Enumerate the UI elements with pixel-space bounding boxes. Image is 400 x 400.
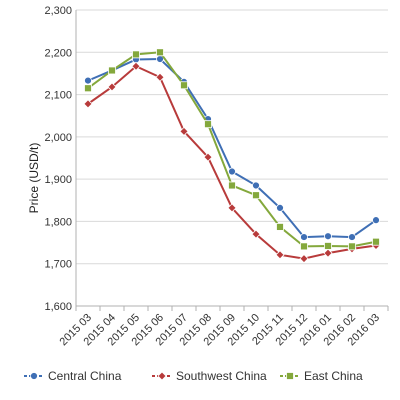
- data-point: [179, 126, 189, 136]
- data-point: [300, 233, 308, 241]
- axes: [75, 10, 389, 311]
- data-point: [157, 371, 167, 381]
- data-point: [372, 237, 380, 246]
- y-tick-label: 2,100: [44, 90, 72, 102]
- data-point: [107, 82, 117, 92]
- data-point: [227, 203, 237, 213]
- data-point: [372, 216, 380, 225]
- data-point: [348, 233, 356, 241]
- series-line: [87, 51, 377, 248]
- y-tick-label: 2,300: [44, 5, 72, 17]
- legend-item: Central China: [24, 369, 122, 383]
- data-point: [276, 223, 284, 231]
- data-point: [252, 191, 260, 200]
- y-axis-label: Price (USD/t): [27, 143, 41, 214]
- y-tick-label: 1,700: [44, 259, 72, 271]
- data-point: [155, 72, 165, 82]
- data-point: [324, 242, 332, 250]
- data-point: [276, 203, 284, 212]
- data-point: [156, 48, 164, 57]
- data-point: [30, 372, 38, 380]
- data-point: [300, 242, 308, 251]
- data-point: [84, 84, 92, 93]
- y-tick-labels: 1,600 1,700 1,800 1,900 2,000 2,100 2,200 2,300: [44, 5, 72, 313]
- data-point: [204, 120, 212, 129]
- data-point: [108, 66, 116, 75]
- series-central-china: [84, 55, 380, 241]
- series-east-china: [84, 48, 380, 251]
- y-tick-label: 1,900: [44, 174, 72, 186]
- series-southwest-china: [83, 61, 381, 264]
- data-point: [323, 248, 333, 258]
- data-point: [286, 372, 294, 380]
- data-point: [132, 50, 140, 59]
- y-tick-label: 2,000: [44, 132, 72, 144]
- legend-label: Southwest China: [176, 369, 267, 383]
- legend-label: East China: [304, 369, 363, 383]
- series-layer: [83, 48, 381, 264]
- y-tick-label: 2,200: [44, 47, 72, 59]
- data-point: [84, 76, 92, 85]
- grid: [76, 9, 388, 307]
- legend-item: Southwest China: [152, 369, 267, 383]
- data-point: [275, 250, 285, 260]
- series-line: [87, 65, 377, 260]
- legend: Central China Southwest China East China: [24, 369, 363, 383]
- y-tick-label: 1,600: [44, 301, 72, 313]
- data-point: [203, 152, 213, 162]
- data-point: [228, 181, 236, 190]
- data-point: [299, 254, 309, 264]
- data-point: [252, 181, 260, 190]
- data-point: [83, 99, 93, 109]
- data-point: [251, 229, 261, 239]
- data-point: [131, 61, 141, 71]
- legend-label: Central China: [48, 369, 122, 383]
- data-point: [348, 242, 356, 251]
- data-point: [324, 232, 332, 241]
- legend-item: East China: [280, 369, 363, 383]
- y-tick-label: 1,800: [44, 216, 72, 228]
- data-point: [228, 167, 236, 176]
- data-point: [180, 81, 188, 90]
